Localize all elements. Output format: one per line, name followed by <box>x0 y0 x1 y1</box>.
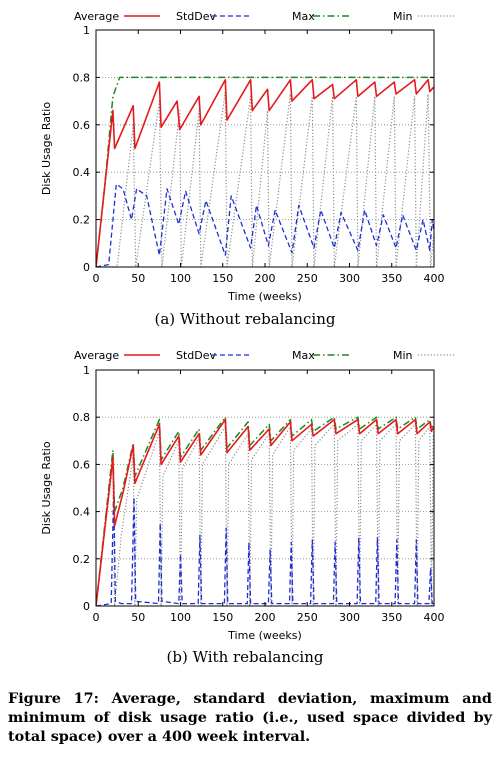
chart-panel: 0 0.2 0.4 0.6 0.8 1 0 50 100 150 200 250 300 350 400 Ti… <box>40 10 455 328</box>
x-tick-label: 200 <box>255 272 276 285</box>
y-tick-label: 1 <box>83 364 90 377</box>
x-tick-label: 400 <box>424 611 445 624</box>
legend-label-average: Average <box>74 349 119 362</box>
y-tick-label: 0.8 <box>73 411 91 424</box>
y-tick-label: 1 <box>83 24 90 37</box>
subcaption: (b) With rebalancing <box>167 648 324 666</box>
y-tick-label: 0.4 <box>73 506 91 519</box>
series-line-min <box>96 423 434 607</box>
y-tick-label: 0.4 <box>73 166 91 179</box>
x-tick-label: 200 <box>255 611 276 624</box>
y-tick-label: 0.6 <box>73 119 91 132</box>
legend-label-average: Average <box>74 10 119 23</box>
figure-caption: Figure 17: Average, standard deviation, … <box>8 690 492 745</box>
y-tick-label: 0.6 <box>73 458 91 471</box>
x-tick-label: 50 <box>131 611 145 624</box>
legend: Average StdDev Max Min <box>74 10 455 23</box>
legend: Average StdDev Max Min <box>74 349 455 362</box>
x-tick-label: 350 <box>381 611 402 624</box>
x-tick-label: 300 <box>339 611 360 624</box>
y-axis-title: Disk Usage Ratio <box>40 441 53 534</box>
legend-label-stddev: StdDev <box>176 349 217 362</box>
legend-label-max: Max <box>292 10 315 23</box>
x-tick-label: 150 <box>212 611 233 624</box>
series-line-max <box>96 76 434 268</box>
x-tick-label: 0 <box>93 611 100 624</box>
x-tick-label: 100 <box>170 272 191 285</box>
figure-canvas: 00.20.40.60.810 50 100 150 200 250 300 350 400Ti… <box>40 10 455 666</box>
series-line-average <box>96 418 434 607</box>
x-axis-title: Time (weeks) <box>227 290 302 303</box>
x-tick-label: 100 <box>170 611 191 624</box>
y-tick-label: 0.2 <box>73 553 91 566</box>
x-tick-label: 250 <box>297 272 318 285</box>
series-line-min <box>96 91 434 268</box>
plot-frame <box>95 29 435 268</box>
plot-frame <box>95 369 435 607</box>
legend-label-min: Min <box>393 349 413 362</box>
y-tick-label: 0 <box>83 261 90 274</box>
legend-label-min: Min <box>393 10 413 23</box>
y-tick-label: 0.2 <box>73 214 91 227</box>
y-tick-label: 0.8 <box>73 71 91 84</box>
x-tick-label: 0 <box>93 272 100 285</box>
x-tick-label: 300 <box>339 272 360 285</box>
subcaption: (a) Without rebalancing <box>155 310 336 328</box>
series-line-average <box>96 79 434 268</box>
series-line-stddev <box>96 487 434 607</box>
x-tick-label: 250 <box>297 611 318 624</box>
x-tick-label: 400 <box>424 272 445 285</box>
x-tick-label: 150 <box>212 272 233 285</box>
legend-label-stddev: StdDev <box>176 10 217 23</box>
x-tick-label: 350 <box>381 272 402 285</box>
legend-label-max: Max <box>292 349 315 362</box>
y-tick-label: 0 <box>83 600 90 613</box>
x-axis-title: Time (weeks) <box>227 629 302 642</box>
y-axis-title: Disk Usage Ratio <box>40 102 53 195</box>
x-tick-label: 50 <box>131 272 145 285</box>
chart-panel: 0 0.2 0.4 0.6 0.8 1 0 50 100 150 200 250 300 350 400 Ti… <box>40 349 455 666</box>
series-line-stddev <box>96 183 434 268</box>
